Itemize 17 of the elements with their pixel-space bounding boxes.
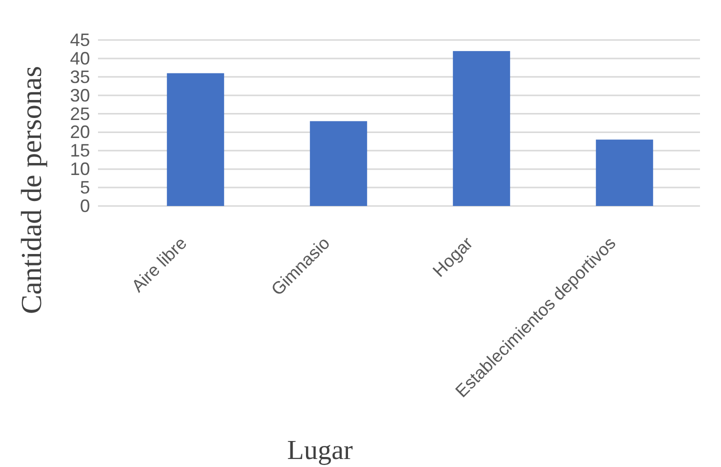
bar [166, 73, 224, 206]
y-tick-label: 40 [70, 48, 90, 68]
x-tick-label: Aire libre [128, 232, 191, 296]
y-tick-label: 10 [70, 159, 90, 180]
y-axis-title: Cantidad de personas [16, 66, 48, 314]
y-tick-label: 30 [70, 85, 90, 106]
bar [452, 51, 510, 206]
bar [310, 121, 368, 206]
bar [596, 140, 654, 206]
y-tick-label: 15 [70, 140, 90, 161]
y-tick-label: 25 [70, 104, 90, 124]
y-tick-label: 35 [70, 66, 90, 87]
y-tick-label: 0 [80, 196, 90, 216]
y-tick-label: 45 [70, 30, 90, 50]
y-tick-label: 20 [70, 122, 90, 142]
x-axis-title: Lugar [287, 434, 353, 464]
y-tick-label: 5 [80, 178, 90, 198]
